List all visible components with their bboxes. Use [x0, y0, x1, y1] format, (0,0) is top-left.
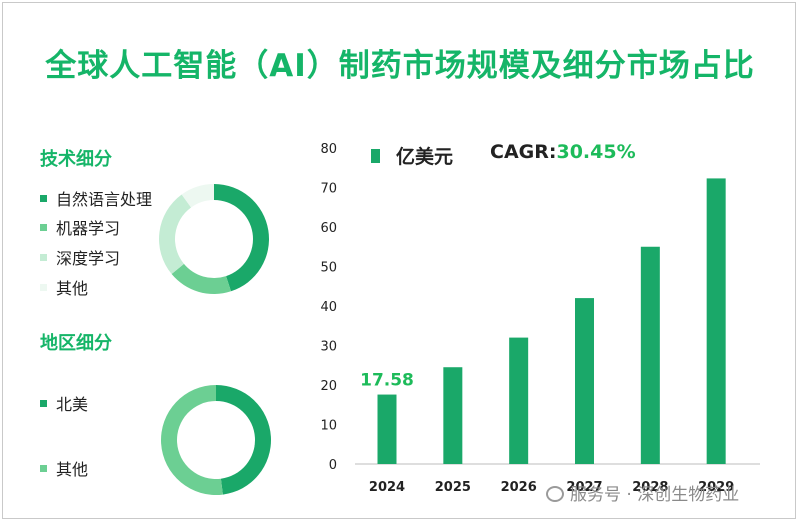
unit-legend-swatch — [371, 148, 380, 163]
y-tick-label: 10 — [320, 419, 337, 434]
tech-donut-slice — [159, 194, 192, 275]
region-donut-slice — [160, 385, 223, 495]
tech-legend-item: 自然语言处理 — [40, 186, 152, 210]
x-tick-label: 2027 — [566, 480, 602, 495]
cagr-value: 30.45% — [556, 141, 636, 163]
tech-donut-slice — [171, 263, 231, 294]
data-label-2024: 17.58 — [360, 371, 414, 391]
tech-donut-slice — [214, 184, 269, 292]
wechat-icon — [546, 486, 564, 502]
tech-legend-label: 机器学习 — [56, 219, 121, 238]
tech-donut-slice — [181, 184, 214, 208]
region-donut-chart — [160, 385, 271, 495]
region-legend-label: 北美 — [56, 395, 89, 414]
bar-2024 — [377, 394, 397, 464]
bar-2028 — [640, 246, 660, 464]
y-tick-label: 80 — [320, 142, 337, 157]
tech-section-title: 技术细分 — [40, 149, 112, 170]
tech-legend-item: 深度学习 — [40, 245, 120, 269]
bar-2029 — [706, 178, 726, 465]
x-tick-label: 2026 — [501, 480, 537, 495]
x-tick-label: 2025 — [435, 480, 471, 495]
region-legend-label: 其他 — [56, 460, 89, 479]
region-section-title: 地区细分 — [40, 333, 112, 354]
bar-2026 — [509, 337, 529, 464]
bar-2025 — [443, 367, 463, 464]
watermark-text: 服务号 · 深创生物药业 — [570, 485, 740, 505]
tech-legend-swatch — [40, 223, 47, 231]
watermark: 服务号 · 深创生物药业 — [546, 480, 739, 505]
region-legend-item: 其他 — [40, 456, 88, 480]
tech-donut-chart — [159, 184, 269, 294]
tech-legend-label: 深度学习 — [56, 249, 121, 268]
x-tick-label: 2028 — [632, 480, 668, 495]
bar-2027 — [575, 298, 594, 464]
tech-legend-label: 其他 — [56, 279, 89, 298]
y-tick-label: 50 — [320, 261, 337, 276]
tech-legend-item: 机器学习 — [40, 215, 120, 239]
y-tick-label: 20 — [320, 379, 337, 394]
region-legend-item: 北美 — [40, 391, 88, 415]
cagr-prefix: CAGR: — [490, 141, 557, 163]
y-tick-label: 40 — [320, 300, 337, 315]
cagr-label: CAGR:30.45% — [490, 141, 636, 163]
unit-legend: 亿美元 — [371, 142, 453, 169]
region-legend-swatch — [40, 399, 47, 407]
y-tick-label: 70 — [320, 182, 337, 197]
region-donut-slice — [216, 385, 271, 495]
y-tick-label: 30 — [320, 340, 337, 355]
region-legend-swatch — [40, 464, 47, 472]
x-tick-label: 2024 — [369, 480, 405, 495]
unit-legend-label: 亿美元 — [396, 146, 454, 168]
tech-legend-swatch — [40, 253, 47, 261]
tech-legend-item: 其他 — [40, 275, 88, 299]
tech-legend-label: 自然语言处理 — [56, 190, 153, 209]
tech-legend-swatch — [40, 194, 47, 202]
tech-legend-swatch — [40, 283, 47, 291]
x-tick-label: 2029 — [698, 480, 734, 495]
y-tick-label: 0 — [329, 458, 337, 473]
chart-title: 全球人工智能（AI）制药市场规模及细分市场占比 — [45, 48, 755, 84]
y-tick-label: 60 — [320, 221, 337, 236]
